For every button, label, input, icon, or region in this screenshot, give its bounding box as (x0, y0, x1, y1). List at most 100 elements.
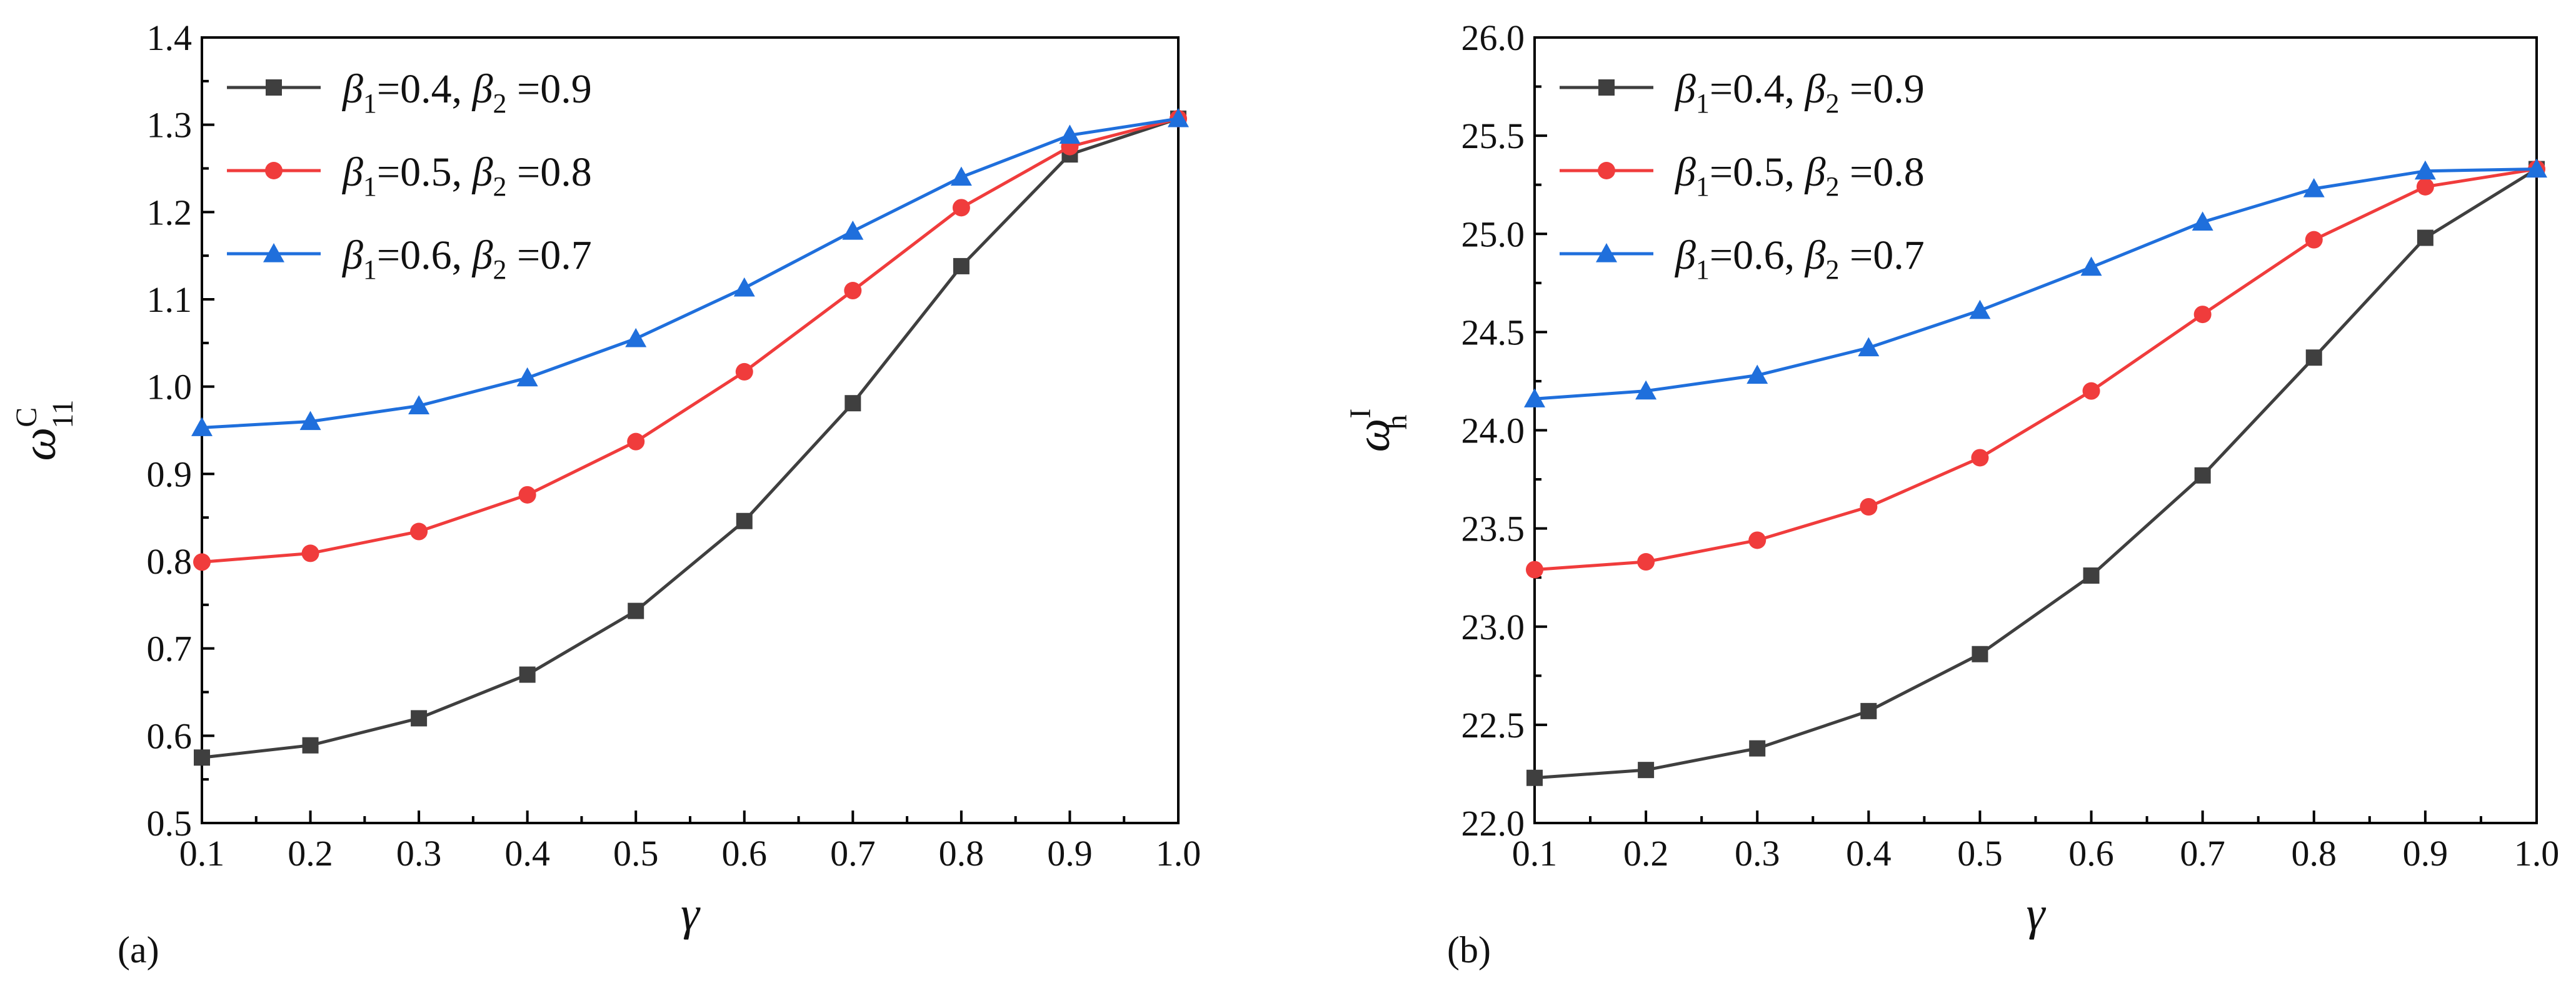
y-tick-label: 0.6 (147, 716, 193, 756)
x-tick-label: 0.9 (2403, 833, 2448, 874)
x-tick-label: 0.2 (288, 833, 333, 874)
legend-item-3: β1=0.6, β2 =0.7 (1560, 232, 1925, 285)
data-point (953, 257, 970, 274)
data-point (410, 522, 428, 541)
y-axis-title: ωIh (1344, 409, 1413, 452)
y-tick-label: 23.0 (1461, 607, 1525, 647)
legend-item-2: β1=0.5, β2 =0.8 (227, 149, 592, 202)
series-line (201, 117, 1179, 759)
data-point (1748, 531, 1767, 549)
series-line (201, 117, 1179, 429)
x-tick-label: 0.1 (1512, 833, 1558, 874)
x-tick-label: 1.0 (2514, 833, 2560, 874)
x-tick-label: 0.2 (1623, 833, 1669, 874)
data-point (408, 395, 430, 414)
x-tick-label: 0.1 (179, 833, 225, 874)
data-point (1635, 380, 1657, 400)
panel-label: (b) (1447, 929, 1491, 971)
series-line (201, 117, 1179, 564)
data-point (627, 432, 645, 451)
y-tick-label: 22.5 (1461, 705, 1525, 746)
x-tick-label: 0.3 (1735, 833, 1780, 874)
data-point (2305, 231, 2323, 249)
legend-item-1: β1=0.4, β2 =0.9 (1560, 66, 1925, 119)
x-tick-label: 0.6 (2068, 833, 2114, 874)
data-point (733, 277, 755, 297)
x-axis-title: γ (681, 887, 701, 940)
data-point (1972, 646, 1988, 662)
x-tick-label: 0.3 (396, 833, 442, 874)
x-tick-label: 0.5 (1957, 833, 2003, 874)
x-tick-label: 0.6 (722, 833, 768, 874)
y-tick-label: 24.5 (1461, 312, 1525, 352)
x-tick-label: 0.7 (2180, 833, 2225, 874)
data-point (735, 362, 753, 381)
legend-label: β1=0.6, β2 =0.7 (1674, 232, 1925, 285)
x-tick-label: 1.0 (1156, 833, 1201, 874)
data-point (2083, 567, 2100, 584)
data-point (2414, 160, 2436, 180)
series-2 (1526, 160, 2545, 579)
y-tick-label: 0.5 (147, 803, 193, 844)
y-tick-label: 1.3 (147, 105, 193, 146)
y-tick-label: 0.9 (147, 454, 193, 494)
data-point (519, 666, 536, 683)
legend-marker (265, 162, 283, 179)
series-line (1534, 167, 2538, 780)
data-point (1747, 364, 1768, 384)
panel-label: (a) (118, 929, 159, 971)
data-point (2082, 382, 2100, 400)
data-point (1858, 337, 1880, 357)
series-2 (193, 109, 1187, 571)
y-tick-label: 26.0 (1461, 17, 1525, 58)
legend-item-2: β1=0.5, β2 =0.8 (1560, 149, 1925, 202)
data-point (736, 512, 753, 529)
data-point (625, 327, 647, 347)
series-1 (194, 110, 1186, 766)
y-tick-label: 1.2 (147, 192, 193, 232)
legend-marker (1598, 79, 1615, 96)
series-3 (1524, 158, 2547, 407)
legend-label: β1=0.6, β2 =0.7 (341, 232, 592, 285)
data-point (1860, 702, 1877, 719)
data-point (1059, 124, 1081, 144)
series-line (1534, 167, 2537, 401)
legend-marker (1596, 243, 1617, 262)
legend-item-1: β1=0.4, β2 =0.9 (227, 66, 592, 119)
data-point (194, 749, 210, 766)
y-tick-label: 22.0 (1461, 803, 1525, 844)
data-point (2303, 177, 2325, 197)
chart-panel-b: 0.1 0.2 0.3 0.4 0.5 0.6 0.7 0.8 0.9 1.0 22.0 22.5 23… (1344, 17, 2559, 971)
y-axis-title: ωC 11 (10, 400, 79, 461)
y-tick-label: 23.5 (1461, 509, 1525, 549)
x-tick-label: 0.7 (830, 833, 876, 874)
data-point (299, 411, 321, 431)
data-point (2193, 306, 2212, 324)
legend-item-3: β1=0.6, β2 =0.7 (227, 232, 592, 285)
y-tick-label: 0.7 (147, 629, 193, 669)
data-point (952, 199, 970, 217)
data-point (302, 737, 319, 754)
x-axis-title: γ (2027, 887, 2047, 940)
series-3 (191, 107, 1189, 436)
legend-label: β1=0.4, β2 =0.9 (341, 66, 592, 119)
series-1 (1526, 161, 2545, 786)
data-point (2417, 229, 2433, 246)
data-point (518, 486, 536, 504)
data-point (411, 710, 428, 727)
data-point (950, 166, 972, 186)
legend-label: β1=0.5, β2 =0.8 (1674, 149, 1925, 202)
legend-label: β1=0.4, β2 =0.9 (1674, 66, 1925, 119)
y-tick-label: 25.5 (1461, 116, 1525, 156)
x-tick-label: 0.5 (613, 833, 659, 874)
data-point (193, 553, 211, 571)
data-point (2192, 211, 2213, 231)
data-point (1749, 740, 1766, 757)
data-point (844, 282, 862, 300)
chart-panel-a: 0.1 0.2 0.3 0.4 0.5 0.6 0.7 0.8 0.9 1.0 0.5 0.6 0.7 0… (10, 17, 1201, 971)
y-tick-label: 0.8 (147, 541, 193, 582)
data-point (1526, 561, 1543, 579)
data-point (516, 367, 538, 387)
data-point (301, 544, 319, 562)
